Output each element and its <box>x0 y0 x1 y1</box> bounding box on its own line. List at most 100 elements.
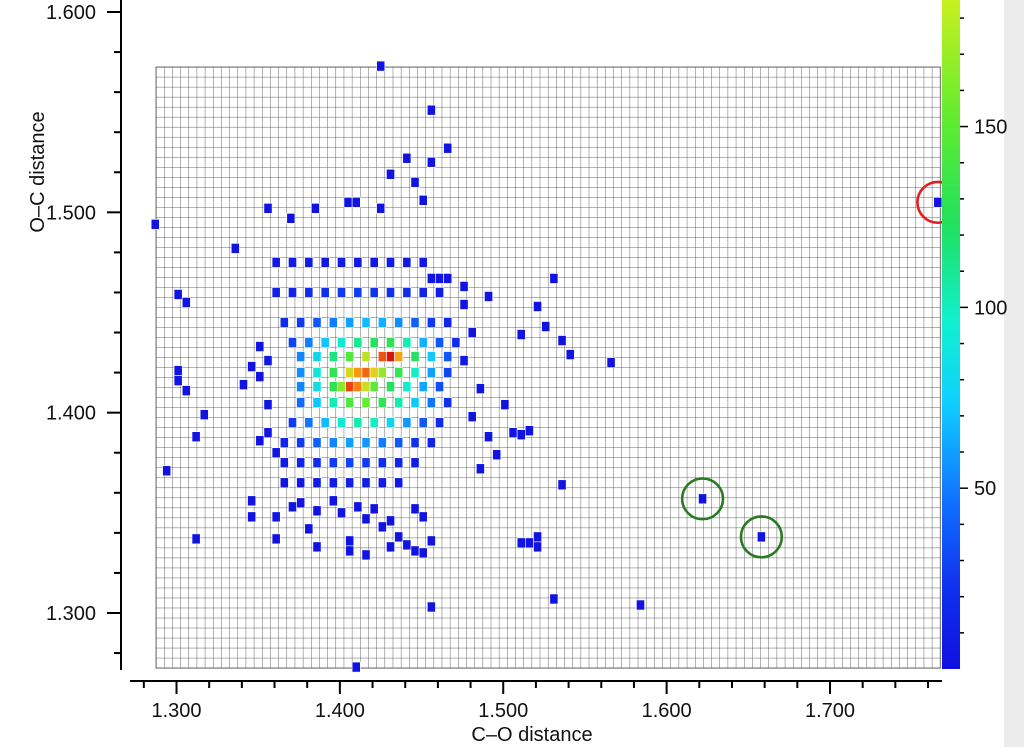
heatmap-cell <box>255 341 265 352</box>
heatmap-cell <box>296 397 306 408</box>
heatmap-cell <box>328 367 338 378</box>
heatmap-cell <box>263 355 273 366</box>
heatmap-cell <box>443 351 453 362</box>
heatmap-cell <box>345 545 355 557</box>
heatmap-cell <box>328 495 338 507</box>
heatmap-cell <box>386 515 395 527</box>
heatmap-cell <box>377 457 387 469</box>
heatmap-cell <box>435 381 444 392</box>
heatmap-cell <box>394 317 404 328</box>
heatmap-cell <box>386 257 395 268</box>
heatmap-cell <box>296 367 306 378</box>
heatmap-cell <box>443 397 453 408</box>
heatmap-cell <box>345 367 355 378</box>
heatmap-cell <box>756 531 766 543</box>
heatmap-cell <box>320 417 330 428</box>
y-axis-title: O–C distance <box>27 111 49 232</box>
heatmap-cell <box>377 397 387 408</box>
heatmap-cell <box>410 367 420 378</box>
heatmap-cell <box>247 495 257 507</box>
heatmap-cell <box>565 349 575 360</box>
y-tick-label: 1.600 <box>46 2 96 24</box>
annotation-circle <box>739 515 784 559</box>
heatmap-cell <box>296 317 306 328</box>
heatmap-cell <box>410 397 420 408</box>
heatmap-cell <box>345 535 355 547</box>
heatmap-cell <box>443 142 453 154</box>
heatmap-cell <box>426 317 436 328</box>
heatmap-cell <box>328 317 338 328</box>
heatmap-cell <box>426 535 436 547</box>
heatmap-cell <box>271 533 281 545</box>
heatmap-cell <box>345 457 355 469</box>
heatmap-cell <box>377 351 387 362</box>
heatmap-cell <box>525 537 534 549</box>
heatmap-cell <box>279 437 289 449</box>
heatmap-cell <box>541 321 551 332</box>
heatmap-cell <box>410 457 420 469</box>
heatmap-cell <box>402 257 412 268</box>
heatmap-cell <box>386 351 395 362</box>
heatmap-cell <box>312 505 322 517</box>
heatmap-cell <box>402 539 412 551</box>
heatmap-cell <box>328 457 338 469</box>
y-tick-label: 1.500 <box>46 202 96 224</box>
heatmap-cell <box>361 437 371 449</box>
heatmap-cell <box>426 273 436 284</box>
heatmap-cell <box>312 437 322 449</box>
heatmap-cell <box>418 511 428 523</box>
heatmap-cell <box>386 287 395 298</box>
heatmap-cell <box>345 437 355 449</box>
x-tick-label: 1.600 <box>642 700 692 722</box>
heatmap-cell <box>443 273 453 284</box>
heatmap-cell <box>304 417 314 428</box>
heatmap-cell <box>312 457 322 469</box>
heatmap-cell <box>255 435 265 447</box>
heatmap-cell <box>369 381 379 392</box>
heatmap-cell <box>328 351 338 362</box>
heatmap-cell <box>386 541 395 553</box>
heatmap-cell <box>351 661 361 673</box>
heatmap-cell <box>304 523 314 535</box>
heatmap-cell <box>271 287 281 298</box>
heatmap-cell <box>516 429 526 441</box>
heatmap-cell <box>386 168 395 180</box>
heatmap-cell <box>345 317 355 328</box>
heatmap-cell <box>394 351 404 362</box>
heatmap-cell <box>606 357 616 368</box>
heatmap-cell <box>394 531 404 543</box>
heatmap-cell <box>353 367 363 378</box>
heatmap-cell <box>402 152 412 164</box>
colorbar <box>942 0 960 669</box>
heatmap-cell <box>426 156 436 168</box>
heatmap-cell <box>312 397 322 408</box>
heatmap-cell <box>492 449 502 461</box>
heatmap-cell <box>288 337 297 348</box>
heatmap-cell <box>435 287 444 298</box>
heatmap-cell <box>337 507 346 519</box>
heatmap-cell <box>376 203 386 214</box>
heatmap-cell <box>369 367 379 378</box>
heatmap-cell <box>361 317 371 328</box>
heatmap-cell <box>320 257 330 268</box>
heatmap-cell <box>467 411 477 422</box>
heatmap-cell <box>549 593 559 605</box>
heatmap-cell <box>337 257 346 268</box>
heatmap-cell <box>312 477 322 489</box>
heatmap-cell <box>459 281 469 292</box>
heatmap-cell <box>377 477 387 489</box>
heatmap-cell <box>361 549 371 561</box>
heatmap-cell <box>377 367 387 378</box>
heatmap-cell <box>418 195 428 206</box>
heatmap-cell <box>516 329 526 340</box>
heatmap-cell <box>516 537 526 549</box>
colorbar-tick-label: 100 <box>974 297 1007 319</box>
heatmap-cell <box>337 337 346 348</box>
heatmap-cell <box>345 351 355 362</box>
heatmap-cell <box>394 437 404 449</box>
heatmap-cell <box>199 409 209 420</box>
heatmap-cell <box>435 273 444 284</box>
heatmap-cell <box>173 289 183 300</box>
heatmap-cell <box>525 425 534 437</box>
